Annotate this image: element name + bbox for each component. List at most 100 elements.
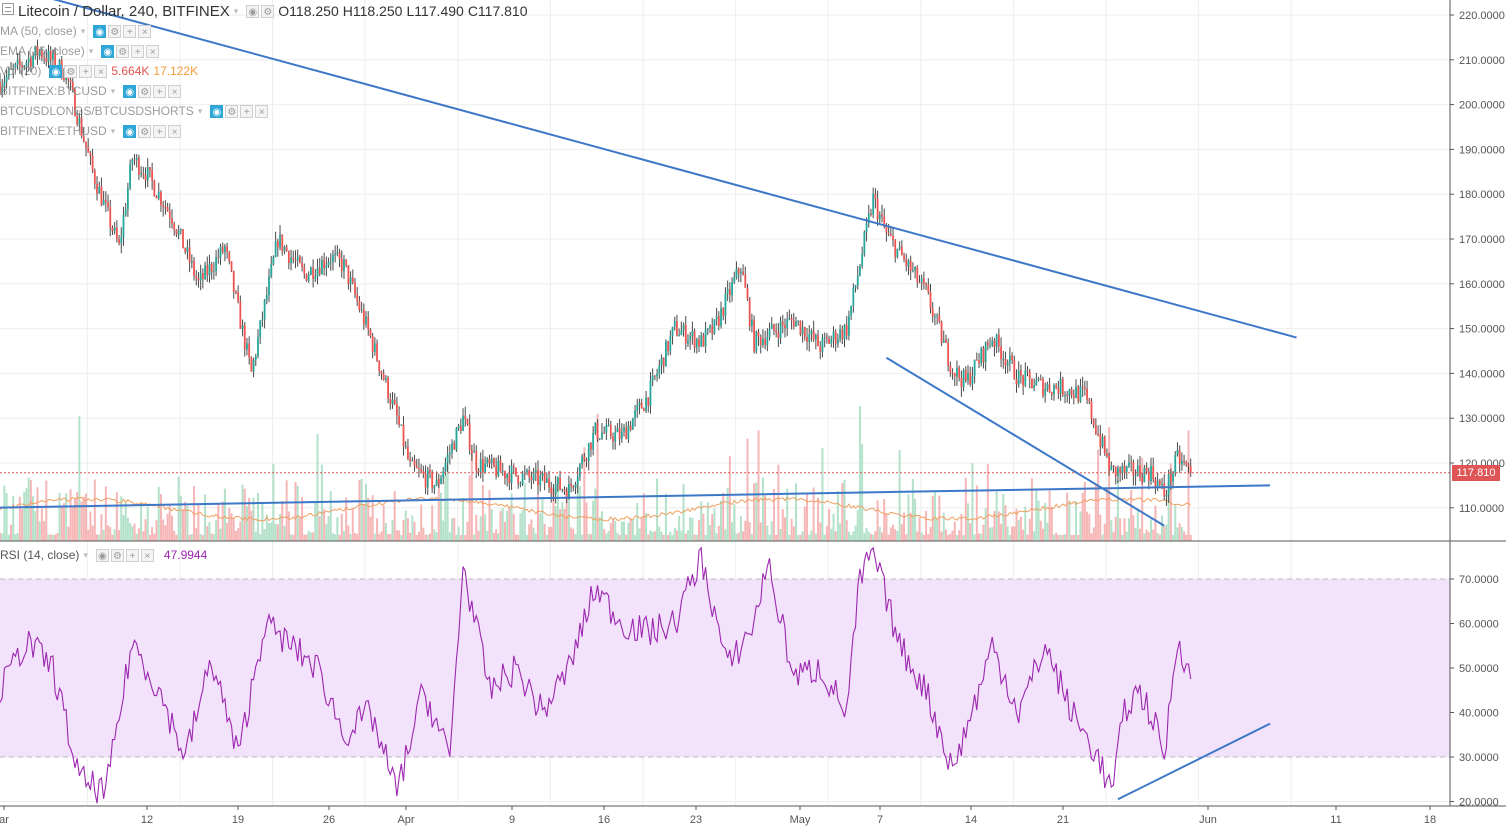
candle-body — [371, 336, 374, 352]
volume-bar — [349, 534, 352, 541]
candle-body — [378, 360, 381, 372]
candle-body — [358, 300, 361, 311]
candle-body — [43, 57, 45, 59]
candle-body — [1070, 389, 1073, 396]
candle-body — [281, 234, 284, 252]
symbol-legend[interactable]: Litecoin / Dollar, 240, BITFINEX ▾ ◉ ⚙ O… — [18, 2, 528, 20]
chevron-down-icon[interactable]: ▾ — [110, 85, 116, 96]
study-legend-ethusd[interactable]: BITFINEX:ETHUSD ▾ ◉ ⚙ + × — [0, 122, 182, 140]
volume-bar — [252, 497, 255, 541]
gear-icon[interactable]: ⚙ — [138, 124, 152, 138]
study-legend-btcusd[interactable]: BITFINEX:BTCUSD ▾ ◉ ⚙ + × — [0, 82, 182, 100]
chevron-down-icon[interactable]: ▾ — [83, 549, 88, 560]
candle-body — [349, 277, 352, 284]
plus-icon[interactable]: + — [125, 548, 139, 562]
plus-icon[interactable]: + — [240, 104, 254, 118]
volume-bar — [592, 500, 595, 541]
eye-icon[interactable]: ◉ — [123, 84, 137, 98]
rsi-legend[interactable]: RSI (14, close) ▾ ◉ ⚙ + × 47.9944 — [0, 546, 207, 564]
volume-bar — [1059, 534, 1062, 541]
close-icon[interactable]: × — [140, 548, 154, 562]
volume-bar — [268, 523, 271, 541]
candle-body — [832, 331, 835, 340]
gear-icon[interactable]: ⚙ — [225, 104, 239, 118]
volume-bar — [1070, 534, 1073, 541]
chevron-down-icon[interactable]: ▾ — [197, 105, 203, 116]
study-legend-longs-shorts[interactable]: BTCUSDLONGS/BTCUSDSHORTS ▾ ◉ ⚙ + × — [0, 102, 269, 120]
volume-bar — [470, 451, 473, 541]
eye-icon[interactable]: ◉ — [123, 124, 137, 138]
volume-bar — [204, 494, 207, 541]
volume-bar — [984, 508, 987, 541]
eye-icon[interactable]: ◉ — [246, 4, 260, 18]
volume-bar — [140, 502, 143, 541]
volume-bar — [38, 521, 41, 541]
volume-bar — [457, 526, 460, 541]
volume-bar — [658, 526, 661, 541]
plus-icon[interactable]: + — [131, 44, 145, 58]
close-icon[interactable]: × — [168, 84, 182, 98]
candle-body — [764, 338, 767, 346]
candle-body — [168, 211, 171, 219]
eye-icon[interactable]: ◉ — [95, 548, 109, 562]
candle-body — [296, 256, 299, 261]
volume-bar — [45, 480, 48, 541]
volume-bar — [327, 515, 330, 541]
volume-bar — [887, 534, 890, 541]
study-legend-volume[interactable]: Vol (20) ◉ ⚙ + × 5.664K 17.122K — [0, 62, 198, 80]
gear-icon[interactable]: ⚙ — [138, 84, 152, 98]
gear-icon[interactable]: ⚙ — [108, 24, 122, 38]
study-legend-ma[interactable]: MA (50, close) ▾ ◉ ⚙ + × — [0, 22, 152, 40]
candle-body — [241, 325, 244, 329]
close-icon[interactable]: × — [168, 124, 182, 138]
close-icon[interactable]: × — [255, 104, 269, 118]
volume-bar — [113, 529, 116, 541]
candle-body — [1072, 395, 1075, 398]
chevron-down-icon[interactable]: ▾ — [88, 45, 94, 56]
candle-body — [365, 316, 367, 325]
gear-icon[interactable]: ⚙ — [64, 64, 78, 78]
volume-bar — [426, 534, 429, 541]
candle-body — [960, 377, 963, 388]
close-icon[interactable]: × — [94, 64, 108, 78]
candle-body — [398, 415, 401, 425]
volume-bar — [285, 480, 288, 541]
volume-bar — [634, 534, 637, 541]
study-legend-ema[interactable]: EMA (15, close) ▾ ◉ ⚙ + × — [0, 42, 160, 60]
volume-bar — [155, 520, 158, 541]
volume-bar — [71, 506, 74, 541]
eye-icon[interactable]: ◉ — [101, 44, 115, 58]
volume-bar — [382, 505, 385, 541]
candle-body — [149, 167, 151, 171]
eye-icon[interactable]: ◉ — [93, 24, 107, 38]
volume-bar — [693, 534, 696, 541]
plus-icon[interactable]: + — [153, 84, 167, 98]
plus-icon[interactable]: + — [79, 64, 93, 78]
volume-bar — [503, 522, 506, 541]
gear-icon[interactable]: ⚙ — [110, 548, 124, 562]
volume-bar — [1026, 534, 1029, 541]
volume-bar — [726, 487, 729, 541]
candle-body — [356, 294, 359, 301]
gear-icon[interactable]: ⚙ — [116, 44, 130, 58]
candle-body — [387, 377, 389, 399]
chevron-down-icon[interactable]: ▾ — [233, 5, 239, 16]
plus-icon[interactable]: + — [123, 24, 137, 38]
eye-icon[interactable]: ◉ — [49, 64, 63, 78]
menu-icon[interactable] — [2, 3, 14, 15]
candle-body — [380, 371, 383, 374]
plus-icon[interactable]: + — [153, 124, 167, 138]
rsi-label: RSI (14, close) — [0, 548, 80, 562]
volume-bar — [1119, 518, 1122, 541]
close-icon[interactable]: × — [138, 24, 152, 38]
chevron-down-icon[interactable]: ▾ — [110, 125, 116, 136]
chevron-down-icon[interactable]: ▾ — [80, 25, 86, 36]
volume-bar — [596, 413, 599, 541]
close-icon[interactable]: × — [146, 44, 160, 58]
volume-bar — [1172, 534, 1175, 541]
candle-body — [310, 267, 312, 275]
gear-icon[interactable]: ⚙ — [261, 4, 275, 18]
eye-icon[interactable]: ◉ — [210, 104, 224, 118]
